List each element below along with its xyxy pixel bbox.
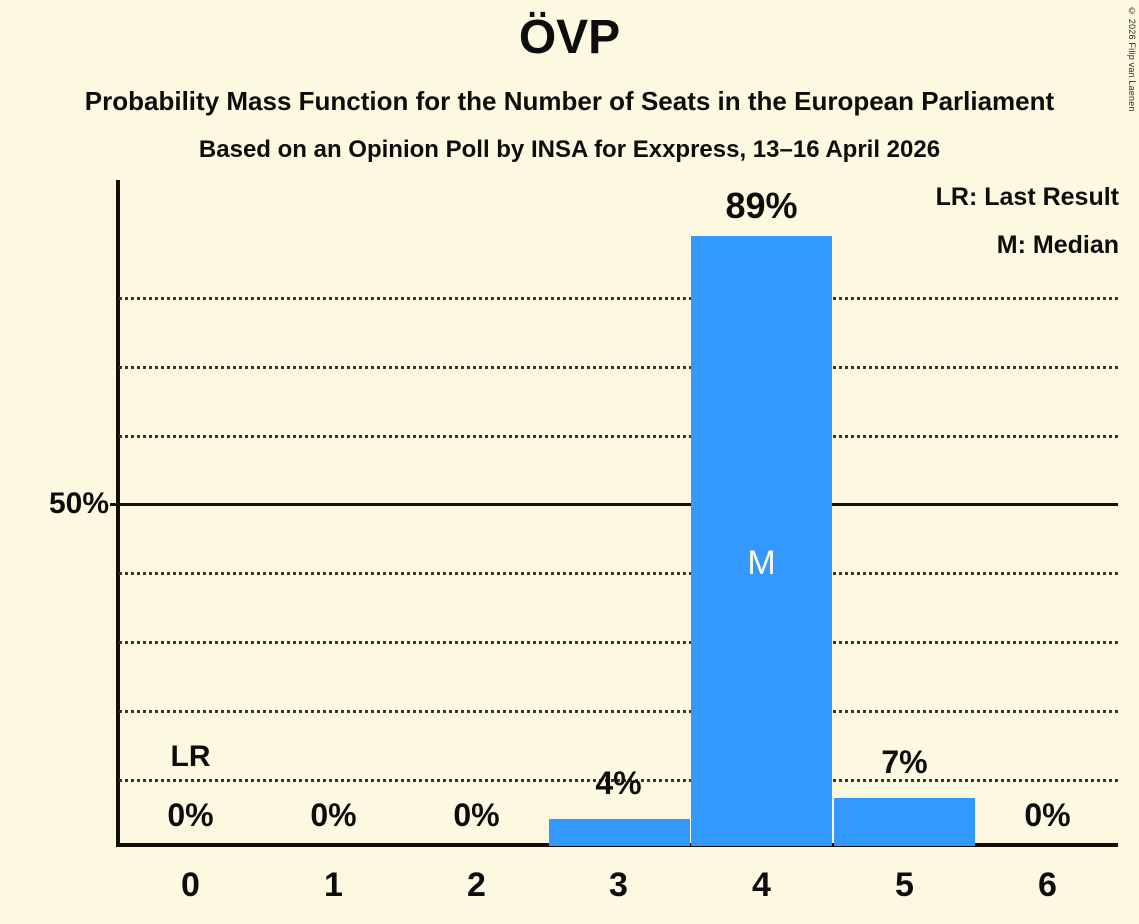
chart-source-line: Based on an Opinion Poll by INSA for Exx…	[198, 136, 941, 163]
x-tick-label-1: 1	[324, 866, 343, 904]
bar-3	[549, 819, 690, 846]
value-label-2: 0%	[453, 797, 500, 833]
gridline-50-major	[115, 503, 1118, 506]
gridline-60	[119, 435, 1118, 438]
value-label-4: 89%	[725, 185, 798, 226]
value-label-5: 7%	[881, 744, 928, 780]
last-result-marker: LR	[170, 740, 211, 773]
gridline-40	[119, 572, 1118, 575]
x-tick-label-5: 5	[895, 866, 914, 904]
chart-legend: LR: Last Result M: Median	[936, 185, 1119, 281]
x-tick-label-2: 2	[467, 866, 486, 904]
y-axis-label-50: 50%	[48, 487, 109, 520]
gridline-20	[119, 710, 1118, 713]
value-label-6: 0%	[1024, 797, 1071, 833]
value-label-1: 0%	[310, 797, 357, 833]
gridline-70	[119, 366, 1118, 369]
page-title: ÖVP	[518, 11, 621, 64]
value-label-3: 4%	[595, 765, 642, 801]
value-label-0: 0%	[167, 797, 214, 833]
chart-subtitle: Probability Mass Function for the Number…	[84, 86, 1055, 116]
x-tick-label-4: 4	[752, 866, 771, 904]
bar-4: M	[691, 236, 832, 846]
legend-item-last-result: LR: Last Result	[935, 183, 1119, 211]
gridline-30	[119, 641, 1118, 644]
y-axis-line	[116, 180, 120, 847]
y-tick-50	[110, 503, 120, 506]
x-tick-label-0: 0	[181, 866, 200, 904]
legend-item-median: M: Median	[996, 231, 1119, 259]
x-tick-label-3: 3	[609, 866, 628, 904]
x-tick-label-6: 6	[1038, 866, 1057, 904]
median-marker: M	[747, 544, 776, 582]
plot-area: M	[115, 180, 1118, 846]
bar-5	[834, 798, 975, 846]
gridline-10	[119, 779, 1118, 782]
gridline-80	[119, 297, 1118, 300]
copyright-notice: © 2026 Filip van Laenen	[1127, 6, 1137, 112]
